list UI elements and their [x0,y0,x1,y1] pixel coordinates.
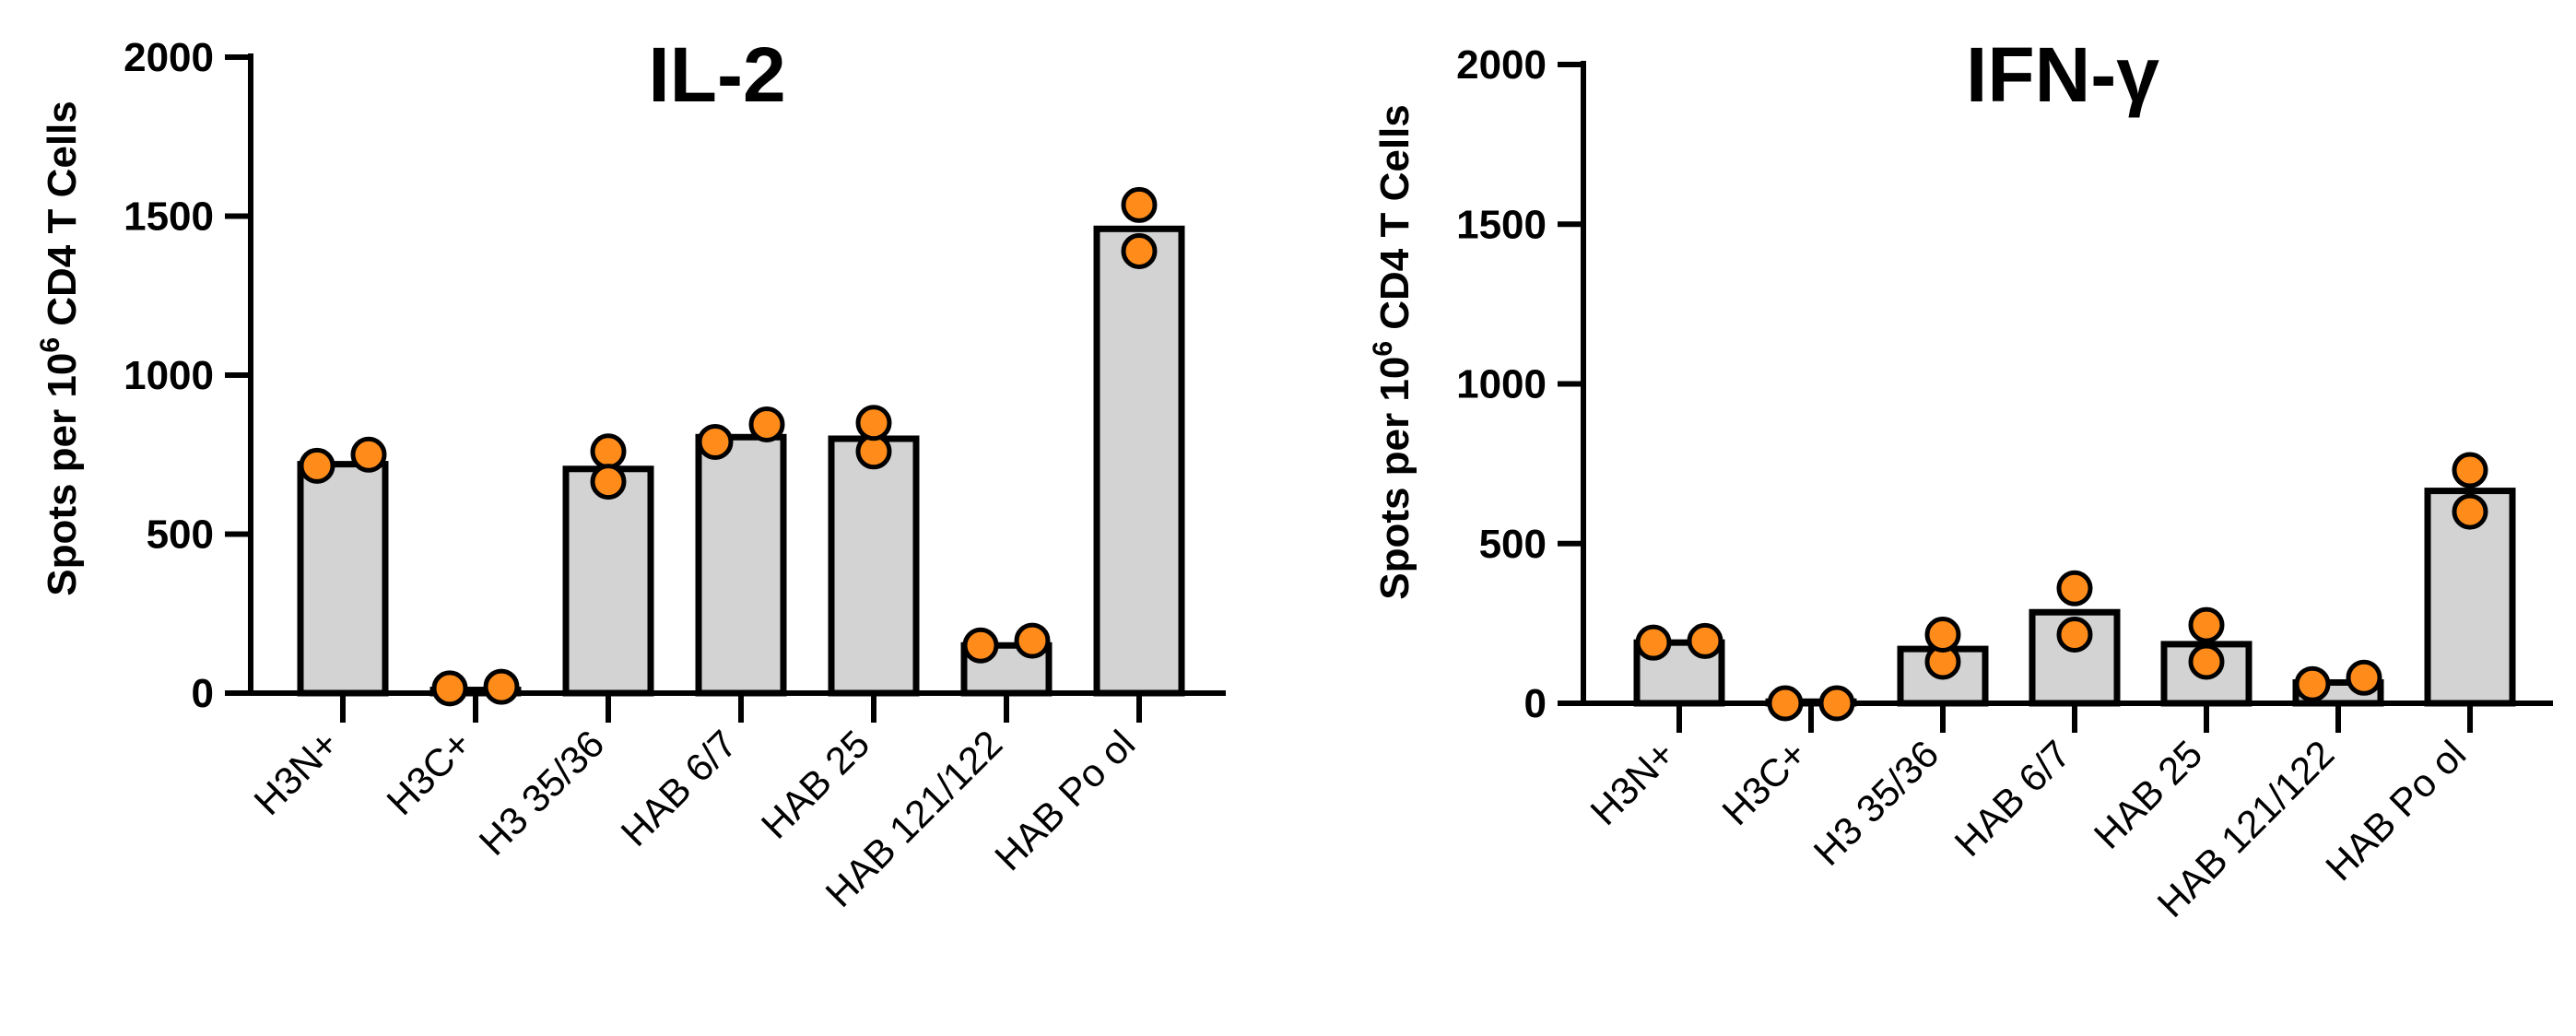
x-tick-label-1: H3C+ [1713,732,1815,833]
y-tick-label-0: 0 [192,671,214,716]
y-tick-label-3: 1500 [124,194,214,240]
y-tick-label-1: 500 [147,512,214,558]
data-point-3-0 [2056,570,2093,606]
y-tick-label-1: 500 [1479,522,1547,567]
data-point-1-1 [1818,685,1855,722]
bar-4 [828,435,920,697]
y-tick-label-2: 1000 [1456,362,1547,407]
x-tick-label-3: HAB 6/7 [1947,732,2079,865]
bar-3 [695,433,787,697]
data-point-3-0 [697,423,734,460]
data-point-6-0 [1121,186,1158,223]
x-tick-label-3: HAB 6/7 [613,722,746,854]
y-axis-label-suffix: CD4 T Cells [1372,104,1417,341]
data-point-0-0 [299,447,335,484]
bar-6 [1093,225,1185,697]
data-point-0-0 [1635,624,1672,661]
data-point-4-1 [855,405,892,441]
chart-panel-ifng: IFN-γ Spots per 106 CD4 T Cells 0 500 1000… [1368,31,2553,925]
data-point-2-0 [590,433,627,470]
data-point-6-0 [2452,452,2488,489]
data-point-2-1 [590,464,627,500]
x-tick-label-0: H3N+ [1582,732,1683,833]
y-axis-label: Spots per 106 CD4 T Cells [1368,104,1417,600]
y-tick-label-2: 1000 [124,353,214,398]
y-tick-label-3: 1500 [1456,202,1547,247]
x-tick-label-4: HAB 25 [753,722,878,847]
y-tick-label-0: 0 [1524,681,1547,726]
data-point-4-0 [2188,606,2225,643]
data-point-1-0 [1767,685,1804,722]
x-tick-label-4: HAB 25 [2086,732,2211,857]
chart-panel-il2: IL-2 Spots per 106 CD4 T Cells 0 500 1000 1… [35,31,1226,915]
y-axis-label-prefix: Spots per 10 [40,353,85,596]
x-tick-label-6: HAB Po ol [986,722,1143,878]
y-axis-label-superscript: 6 [1368,341,1398,357]
data-point-6-1 [2452,493,2488,530]
chart-title: IL-2 [648,31,785,118]
x-tick-label-2: H3 35/36 [471,722,613,864]
x-tick-label-0: H3N+ [245,722,347,823]
data-point-5-1 [1014,622,1051,659]
x-tick-label-1: H3C+ [378,722,479,823]
data-point-5-1 [2346,659,2382,696]
data-point-5-0 [962,627,999,664]
y-axis-label-suffix: CD4 T Cells [40,100,85,337]
y-axis-label: Spots per 106 CD4 T Cells [35,100,85,596]
x-tick-label-2: H3 35/36 [1806,732,1947,874]
bar-0 [297,461,389,697]
y-axis-label-superscript: 6 [35,337,65,353]
data-point-3-1 [2056,617,2093,653]
data-point-3-1 [748,406,785,442]
data-point-6-1 [1121,232,1158,269]
y-tick-label-4: 2000 [124,35,214,80]
data-point-2-1 [1924,617,1961,653]
data-point-0-1 [350,436,387,473]
x-tick-label-6: HAB Po ol [2317,732,2474,889]
data-point-1-0 [431,670,468,707]
chart-title: IFN-γ [1966,31,2159,118]
data-point-0-1 [1687,622,1723,659]
y-axis-label-prefix: Spots per 10 [1372,357,1417,600]
data-point-1-1 [483,668,520,705]
y-tick-label-4: 2000 [1456,42,1547,88]
data-point-4-1 [2188,643,2225,680]
data-point-5-0 [2294,665,2331,702]
bar-2 [562,465,654,697]
